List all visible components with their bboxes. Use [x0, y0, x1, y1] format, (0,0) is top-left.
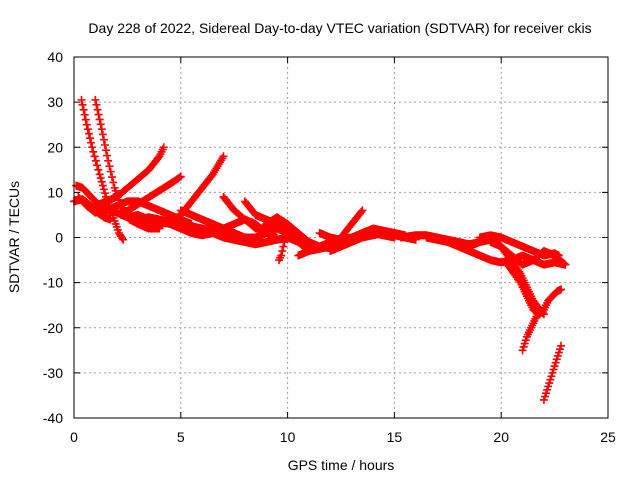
data-point	[560, 259, 569, 268]
data-point	[96, 174, 105, 183]
data-point	[100, 140, 109, 149]
data-point	[94, 165, 103, 174]
data-point	[91, 95, 100, 104]
chart-title: Day 228 of 2022, Sidereal Day-to-day VTE…	[88, 20, 591, 36]
data-point	[100, 189, 109, 198]
data-point	[91, 156, 100, 165]
y-tick-label: 40	[47, 49, 63, 65]
data-point	[95, 115, 104, 124]
data-point	[93, 161, 102, 170]
data-point	[84, 129, 93, 138]
data-point	[102, 146, 111, 155]
data-point	[118, 234, 127, 243]
data-point	[561, 260, 570, 269]
x-tick-label: 10	[280, 429, 296, 445]
data-point	[93, 105, 102, 114]
data-point	[357, 207, 366, 216]
axis-ticks: 0 5 10 15 20 25 -40 -30 -20 -10 0 10 20 30 40	[43, 49, 616, 445]
series-trace-7	[116, 172, 185, 219]
y-tick-label: 10	[47, 184, 63, 200]
data-point	[515, 276, 524, 285]
x-tick-label: 15	[387, 429, 403, 445]
data-point	[103, 151, 112, 160]
x-axis-label: GPS time / hours	[288, 457, 395, 473]
data-point	[83, 125, 92, 134]
data-point	[106, 167, 115, 176]
data-point	[557, 285, 566, 294]
x-tick-label: 5	[177, 429, 185, 445]
data-point	[94, 110, 103, 119]
data-point	[280, 238, 289, 247]
data-point	[106, 215, 115, 224]
data-point	[77, 95, 86, 104]
series-trace-27	[518, 305, 544, 355]
data-point	[159, 143, 168, 152]
series-trace-1	[77, 95, 128, 244]
data-point	[92, 100, 101, 109]
data-point	[88, 143, 97, 152]
data-points	[70, 95, 570, 404]
data-point	[99, 135, 108, 144]
y-tick-label: 30	[47, 94, 63, 110]
y-tick-label: 20	[47, 139, 63, 155]
data-point	[119, 235, 128, 244]
y-tick-label: -20	[43, 320, 63, 336]
data-point	[86, 134, 95, 143]
series-trace-6	[91, 143, 168, 210]
data-point	[97, 177, 106, 186]
x-tick-label: 25	[600, 429, 616, 445]
data-point	[80, 110, 89, 119]
x-tick-label: 20	[493, 429, 509, 445]
data-point	[175, 173, 184, 182]
data-point	[176, 172, 185, 181]
data-point	[358, 206, 367, 215]
data-point	[279, 242, 288, 251]
data-point	[82, 120, 91, 129]
data-point	[109, 178, 118, 187]
data-point	[95, 170, 104, 179]
series-trace-26	[503, 260, 566, 319]
data-point	[81, 115, 90, 124]
data-point	[535, 305, 544, 314]
data-point	[219, 152, 228, 161]
y-tick-label: 0	[55, 230, 63, 246]
data-point	[98, 130, 107, 139]
y-tick-label: -10	[43, 275, 63, 291]
data-point	[104, 156, 113, 165]
data-point	[97, 125, 106, 134]
data-point	[557, 341, 566, 350]
data-point	[87, 138, 96, 147]
data-point	[99, 185, 108, 194]
data-point	[108, 173, 117, 182]
data-point	[278, 247, 287, 256]
data-point	[105, 162, 114, 171]
y-axis-label: SDTVAR / TECUs	[6, 181, 22, 293]
data-point	[89, 147, 98, 156]
series-trace-24	[475, 231, 563, 260]
data-point	[277, 251, 286, 260]
data-point	[96, 120, 105, 129]
data-point	[98, 181, 107, 190]
data-point	[79, 105, 88, 114]
data-point	[90, 152, 99, 161]
series-trace-28	[539, 341, 566, 404]
data-point	[554, 251, 563, 260]
x-tick-label: 0	[70, 429, 78, 445]
y-tick-label: -40	[43, 410, 63, 426]
data-point	[78, 100, 87, 109]
y-tick-label: -30	[43, 365, 63, 381]
